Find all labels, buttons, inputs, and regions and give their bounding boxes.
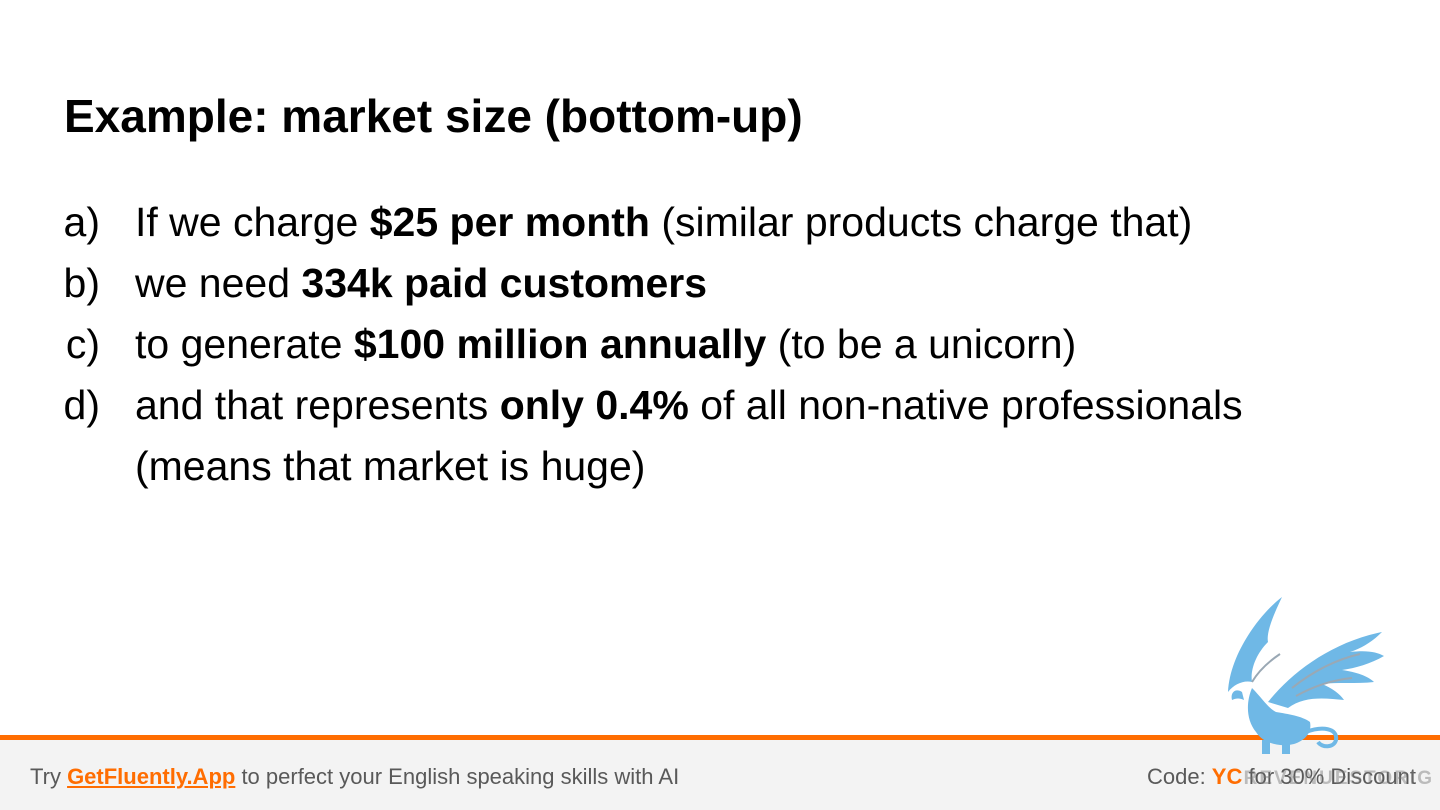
bullet-marker: d) xyxy=(63,382,100,428)
bullet-text: (to be a unicorn) xyxy=(766,321,1077,367)
bullet-text: of all non-native professionals xyxy=(688,382,1243,428)
bullet-emphasis: $25 per month xyxy=(369,199,650,245)
bullet-text: (similar products charge that) xyxy=(649,199,1193,245)
bullet-emphasis: only 0.4% xyxy=(499,382,689,428)
bullet-item-c: c) to generate $100 million annually (to … xyxy=(0,314,1400,375)
bullet-text: to generate xyxy=(135,321,354,367)
watermark: REVENUESTORIG xyxy=(1243,768,1434,789)
footer-code-label: Code: xyxy=(1146,764,1212,789)
bullet-marker: a) xyxy=(63,199,100,245)
bullet-emphasis: 334k paid customers xyxy=(301,260,708,306)
griffin-icon xyxy=(1222,592,1390,760)
footer-promo: Try GetFluently.App to perfect your Engl… xyxy=(30,764,679,790)
bullet-list: a) If we charge $25 per month (similar pr… xyxy=(0,192,1400,497)
getfluently-link[interactable]: GetFluently.App xyxy=(67,764,236,789)
bullet-item-a: a) If we charge $25 per month (similar pr… xyxy=(0,192,1400,253)
bullet-text: and that represents xyxy=(135,382,500,428)
bullet-continuation: (means that market is huge) xyxy=(135,443,646,489)
slide-title: Example: market size (bottom-up) xyxy=(64,90,803,142)
slide: Example: market size (bottom-up) a) If we… xyxy=(0,90,1400,497)
bullet-marker: b) xyxy=(63,260,100,306)
footer-try-label: Try xyxy=(30,764,68,789)
discount-code: YC xyxy=(1211,764,1243,789)
footer-discount-text: for 30% Discount xyxy=(1242,764,1416,789)
footer-discount: Code: YC for 30% Discount xyxy=(1147,764,1416,790)
footer-bar: Try GetFluently.App to perfect your Engl… xyxy=(0,735,1440,810)
bullet-marker: c) xyxy=(65,321,100,367)
bullet-text: If we charge xyxy=(135,199,370,245)
bullet-item-d: d) and that represents only 0.4% of all n… xyxy=(0,375,1400,497)
bullet-item-b: b) we need 334k paid customers xyxy=(0,253,1400,314)
bullet-text: we need xyxy=(135,260,302,306)
footer-tagline: to perfect your English speaking skills … xyxy=(235,764,680,789)
bullet-emphasis: $100 million annually xyxy=(353,321,767,367)
